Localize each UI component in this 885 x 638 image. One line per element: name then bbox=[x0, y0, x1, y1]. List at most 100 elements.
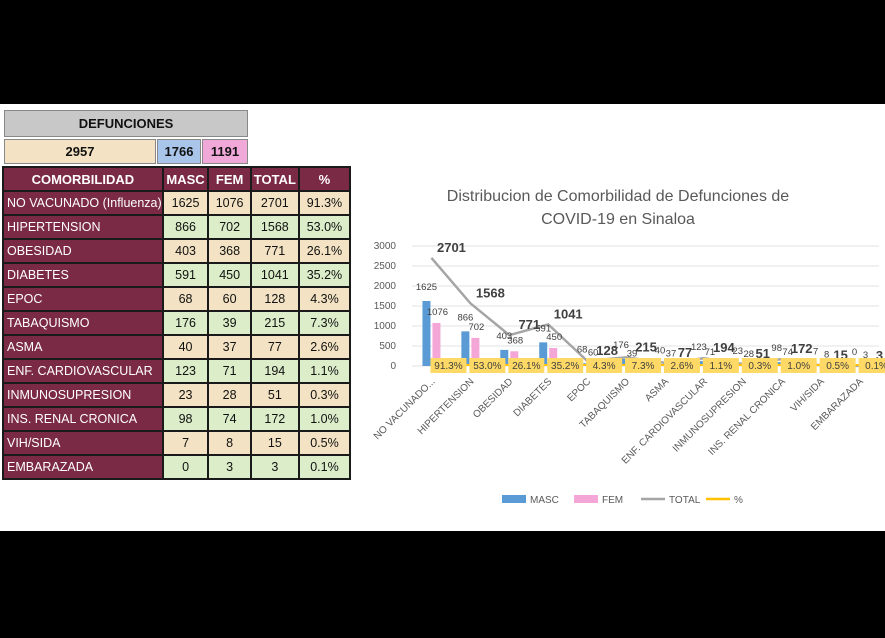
cell-percent: 7.3% bbox=[297, 310, 352, 336]
cell-total: 2701 bbox=[249, 190, 300, 216]
label-masc: 176 bbox=[613, 340, 629, 351]
label-fem: 3 bbox=[863, 350, 868, 361]
header-percent: % bbox=[297, 166, 352, 192]
label-percent: 0.5% bbox=[819, 358, 856, 373]
header-fem: FEM bbox=[207, 166, 252, 192]
label-fem: 74 bbox=[782, 347, 793, 358]
cell-total: 77 bbox=[249, 334, 300, 360]
label-fem: 60 bbox=[588, 348, 599, 359]
cell-name: HIPERTENSION bbox=[2, 214, 164, 240]
label-fem: 37 bbox=[666, 349, 677, 360]
cell-fem: 368 bbox=[207, 238, 252, 264]
label-percent-text: 1.1% bbox=[709, 361, 732, 372]
cell-name: OBESIDAD bbox=[2, 238, 164, 264]
cell-percent: 1.1% bbox=[297, 358, 352, 384]
label-percent-text: 4.3% bbox=[593, 361, 616, 372]
label-percent: 53.0% bbox=[469, 358, 506, 373]
label-total: 172 bbox=[791, 341, 813, 356]
label-percent: 4.3% bbox=[586, 358, 623, 373]
label-masc: 0 bbox=[852, 347, 857, 358]
cell-total: 15 bbox=[249, 430, 300, 456]
cell-masc: 123 bbox=[161, 358, 210, 384]
cell-fem: 8 bbox=[207, 430, 252, 456]
cell-percent: 4.3% bbox=[297, 286, 352, 312]
label-total: 194 bbox=[713, 340, 735, 355]
y-tick-label: 500 bbox=[379, 341, 396, 352]
chart-title-line2: COVID-19 en Sinaloa bbox=[541, 211, 695, 228]
label-percent-bg bbox=[430, 358, 467, 373]
label-percent-bg bbox=[702, 358, 739, 373]
bar-fem bbox=[471, 337, 480, 366]
cell-masc: 176 bbox=[161, 310, 210, 336]
comorbidity-chart: Distribucion de Comorbilidad de Defuncio… bbox=[372, 188, 885, 506]
cell-name: VIH/SIDA bbox=[2, 430, 164, 456]
fem-deaths: 1191 bbox=[202, 139, 248, 164]
cell-total: 215 bbox=[249, 310, 300, 336]
cell-fem: 37 bbox=[207, 334, 252, 360]
category-label: VIH/SIDA bbox=[789, 376, 827, 414]
cell-total: 3 bbox=[249, 454, 300, 480]
table-row: OBESIDAD 403 368 771 26.1% bbox=[2, 238, 352, 264]
cell-percent: 0.1% bbox=[297, 454, 352, 480]
label-percent: 0.1% bbox=[858, 358, 885, 373]
label-percent-text: 53.0% bbox=[473, 361, 501, 372]
legend-swatch bbox=[502, 495, 526, 503]
cell-total: 1041 bbox=[249, 262, 300, 288]
cell-percent: 91.3% bbox=[297, 190, 352, 216]
cell-name: ASMA bbox=[2, 334, 164, 360]
cell-masc: 68 bbox=[161, 286, 210, 312]
label-percent: 1.1% bbox=[702, 358, 739, 373]
label-percent: 2.6% bbox=[663, 358, 700, 373]
table-header-row: COMORBILIDAD MASC FEM TOTAL % bbox=[2, 166, 352, 192]
cell-percent: 35.2% bbox=[297, 262, 352, 288]
label-percent-text: 26.1% bbox=[512, 361, 540, 372]
label-fem: 450 bbox=[546, 332, 562, 343]
table-row: HIPERTENSION 866 702 1568 53.0% bbox=[2, 214, 352, 240]
comorbidity-table: COMORBILIDAD MASC FEM TOTAL % NO VACUNAD… bbox=[2, 166, 352, 480]
bar-masc bbox=[461, 331, 470, 366]
label-fem: 28 bbox=[744, 349, 755, 360]
cell-masc: 0 bbox=[161, 454, 210, 480]
cell-fem: 39 bbox=[207, 310, 252, 336]
cell-name: EMBARAZADA bbox=[2, 454, 164, 480]
table-row: VIH/SIDA 7 8 15 0.5% bbox=[2, 430, 352, 456]
label-total: 1041 bbox=[554, 306, 583, 321]
cell-fem: 60 bbox=[207, 286, 252, 312]
table-row: EMBARAZADA 0 3 3 0.1% bbox=[2, 454, 352, 480]
cell-masc: 98 bbox=[161, 406, 210, 432]
category-label: OBESIDAD bbox=[471, 376, 515, 420]
cell-fem: 702 bbox=[207, 214, 252, 240]
label-fem: 368 bbox=[507, 335, 523, 346]
label-percent-text: 0.5% bbox=[826, 361, 849, 372]
cell-name: NO VACUNADO (Influenza) bbox=[2, 190, 164, 216]
table-row: NO VACUNADO (Influenza) 1625 1076 2701 91.3% bbox=[2, 190, 352, 216]
cell-name: EPOC bbox=[2, 286, 164, 312]
label-fem: 8 bbox=[824, 350, 829, 361]
label-percent-text: 91.3% bbox=[434, 361, 462, 372]
label-total: 77 bbox=[678, 345, 692, 360]
label-total: 51 bbox=[756, 346, 770, 361]
cell-masc: 403 bbox=[161, 238, 210, 264]
cell-total: 128 bbox=[249, 286, 300, 312]
cell-total: 51 bbox=[249, 382, 300, 408]
cell-fem: 1076 bbox=[207, 190, 252, 216]
bar-fem bbox=[549, 348, 558, 366]
label-percent-bg bbox=[741, 358, 778, 373]
label-percent: 0.3% bbox=[741, 358, 778, 373]
label-percent-text: 0.1% bbox=[865, 361, 885, 372]
cell-masc: 866 bbox=[161, 214, 210, 240]
label-masc: 403 bbox=[496, 331, 512, 342]
table-row: INS. RENAL CRONICA 98 74 172 1.0% bbox=[2, 406, 352, 432]
label-masc: 866 bbox=[457, 312, 473, 323]
cell-name: INS. RENAL CRONICA bbox=[2, 406, 164, 432]
label-percent-bg bbox=[586, 358, 623, 373]
label-total: 215 bbox=[635, 339, 657, 354]
category-label: INS. RENAL CRONICA bbox=[706, 376, 788, 458]
label-total: 2701 bbox=[437, 240, 466, 255]
label-percent-text: 35.2% bbox=[551, 361, 579, 372]
label-percent: 91.3% bbox=[430, 358, 467, 373]
label-percent-bg bbox=[819, 358, 856, 373]
cell-masc: 7 bbox=[161, 430, 210, 456]
cell-total: 194 bbox=[249, 358, 300, 384]
cell-percent: 0.5% bbox=[297, 430, 352, 456]
